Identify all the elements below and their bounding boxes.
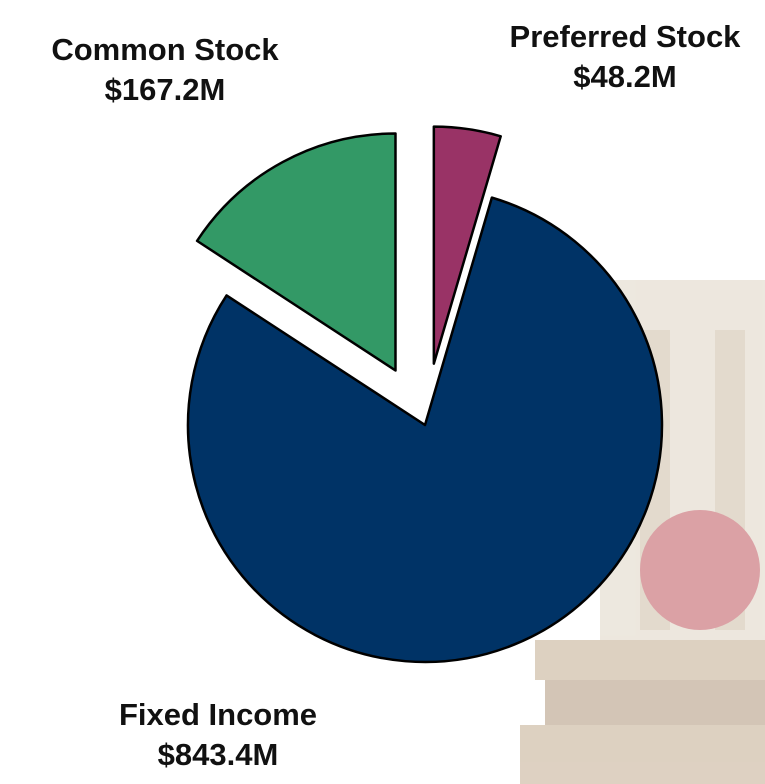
value-label: $48.2M [573, 59, 677, 94]
category-label: Common Stock [51, 32, 279, 67]
book [545, 680, 765, 725]
book [520, 725, 765, 784]
category-label: Preferred Stock [509, 19, 741, 54]
value-label: $843.4M [157, 737, 279, 772]
apple [640, 510, 760, 630]
slice-label: Common Stock $167.2M [15, 30, 315, 110]
background-decor [520, 280, 765, 784]
category-label: Fixed Income [118, 697, 318, 732]
pie-slice [195, 132, 397, 372]
chair-slat [715, 330, 745, 630]
slice-label: Preferred Stock $48.2M [485, 17, 765, 97]
value-label: $167.2M [104, 72, 226, 107]
pie-slice [186, 196, 664, 664]
slice-label: Fixed Income $843.4M [58, 695, 378, 775]
pie-slice [432, 125, 502, 365]
book [535, 640, 765, 680]
